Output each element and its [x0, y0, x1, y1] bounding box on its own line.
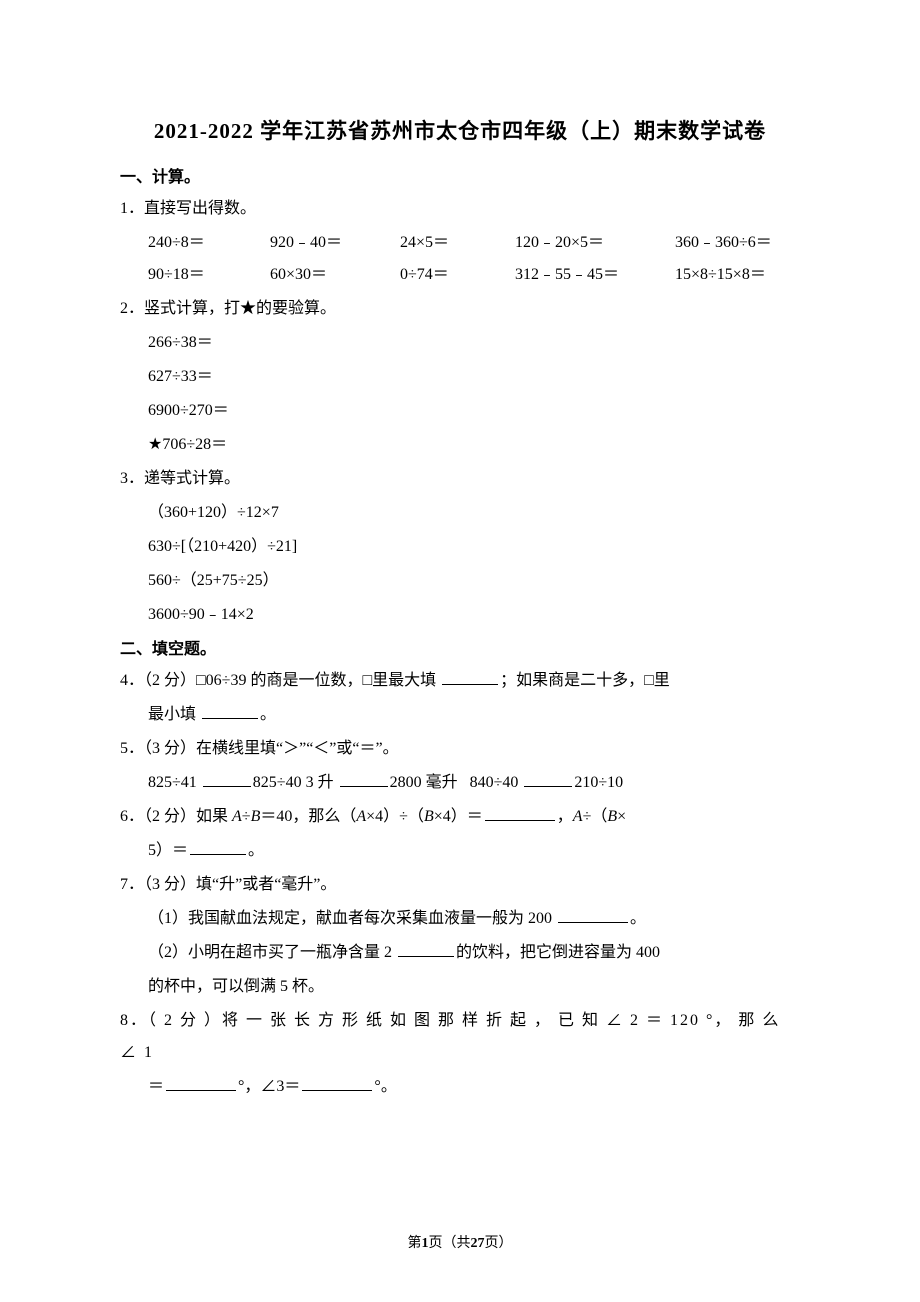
q4-blank2: [202, 704, 258, 719]
q5-p2a: 840÷40: [470, 774, 523, 791]
q1-r2-c2: 60×30＝: [270, 259, 400, 291]
page-title: 2021-2022 学年江苏省苏州市太仓市四年级（上）期末数学试卷: [120, 115, 800, 145]
q8-line2c: °。: [374, 1078, 396, 1095]
q8-blank1: [166, 1076, 236, 1091]
page-footer: 第1页（共27页）: [0, 1232, 920, 1252]
q6: 6．（2 分）如果 A÷B＝40，那么（A×4）÷（B×4）＝，A÷（B×: [120, 801, 800, 833]
q7-p1: （1）我国献血法规定，献血者每次采集血液量一般为 200 。: [120, 903, 800, 935]
q1-row1: 240÷8＝ 920﹣40＝ 24×5＝ 120﹣20×5＝ 360﹣360÷6…: [120, 227, 800, 259]
q6-B2: B: [424, 808, 434, 825]
q2-c: 6900÷270＝: [120, 395, 800, 427]
q6-times: ×: [617, 808, 626, 825]
q6-x4a: ×4）÷（: [366, 808, 424, 825]
q5-blank2: [340, 772, 388, 787]
q4-line2b: 。: [260, 706, 276, 723]
q4-pre: 4．（2 分）□06÷39 的商是一位数，□里最大填: [120, 672, 440, 689]
q1-r2-c5: 15×8÷15×8＝: [675, 259, 800, 291]
q4: 4．（2 分）□06÷39 的商是一位数，□里最大填 ；如果商是二十多，□里: [120, 665, 800, 697]
footer-b: 页（共: [429, 1236, 471, 1251]
footer-a: 第: [408, 1236, 422, 1251]
q3-stem: 3．递等式计算。: [120, 463, 800, 495]
q6-comma: ，: [557, 808, 573, 825]
q8-line2b: °，∠3＝: [238, 1078, 300, 1095]
q2-d: ★706÷28＝: [120, 429, 800, 461]
q5-stem: 5．（3 分）在横线里填“＞”“＜”或“＝”。: [120, 733, 800, 765]
exam-page: 2021-2022 学年江苏省苏州市太仓市四年级（上）期末数学试卷 一、计算。 …: [0, 0, 920, 1302]
q7-p1b: 。: [630, 910, 646, 927]
q8-line2a: ＝: [148, 1078, 164, 1095]
q3-d: 3600÷90﹣14×2: [120, 599, 800, 631]
q7-stem: 7．（3 分）填“升”或者“毫升”。: [120, 869, 800, 901]
q1-r1-c4: 120﹣20×5＝: [515, 227, 675, 259]
q6-x4b: ×4）＝: [434, 808, 483, 825]
q1-r2-c1: 90÷18＝: [148, 259, 270, 291]
q4-line2a: 最小填: [148, 706, 200, 723]
q6-eq40: ＝40，那么（: [260, 808, 356, 825]
q4-mid: ；如果商是二十多，□里: [500, 672, 670, 689]
q1-r1-c2: 920﹣40＝: [270, 227, 400, 259]
q6-line2: 5）＝ 。: [120, 835, 800, 867]
q1-r1-c1: 240÷8＝: [148, 227, 270, 259]
q6-B1: B: [251, 808, 261, 825]
q8-blank2: [302, 1076, 372, 1091]
q5-blank1: [203, 772, 251, 787]
q2-a: 266÷38＝: [120, 327, 800, 359]
q1-r1-c3: 24×5＝: [400, 227, 515, 259]
q4-blank1: [442, 670, 498, 685]
q6-line2b: 。: [248, 842, 264, 859]
q8-line2: ＝ °，∠3＝ °。: [120, 1071, 800, 1103]
q7-p1a: （1）我国献血法规定，献血者每次采集血液量一般为 200: [148, 910, 556, 927]
q7-p2b: 的饮料，把它倒进容量为 400: [456, 944, 660, 961]
q7-p2a: （2）小明在超市买了一瓶净含量 2: [148, 944, 396, 961]
q8: 8．（ 2 分 ）将 一 张 长 方 形 纸 如 图 那 样 折 起 ， 已 知…: [120, 1005, 800, 1069]
q6-blank1: [485, 806, 555, 821]
q6-line2a: 5）＝: [148, 842, 188, 859]
q1-row2: 90÷18＝ 60×30＝ 0÷74＝ 312﹣55﹣45＝ 15×8÷15×8…: [120, 259, 800, 291]
q6-adiv: ÷（: [583, 808, 608, 825]
q7-blank2: [398, 942, 454, 957]
q7-blank1: [558, 908, 628, 923]
q4-line2: 最小填 。: [120, 699, 800, 731]
q6-A3: A: [573, 808, 583, 825]
q6-A1: A: [232, 808, 242, 825]
q2-b: 627÷33＝: [120, 361, 800, 393]
q5-p1a: 825÷41: [148, 774, 201, 791]
q5-line: 825÷41 825÷40 3 升 2800 毫升 840÷40 210÷10: [120, 767, 800, 799]
q5-blank3: [524, 772, 572, 787]
q1-stem: 1．直接写出得数。: [120, 193, 800, 225]
q5-p1b: 825÷40 3 升: [253, 774, 338, 791]
q5-p2b: 210÷10: [574, 774, 623, 791]
q3-a: （360+120）÷12×7: [120, 497, 800, 529]
footer-c: 页）: [485, 1236, 513, 1251]
q7-p2: （2）小明在超市买了一瓶净含量 2 的饮料，把它倒进容量为 400: [120, 937, 800, 969]
q6-A2: A: [356, 808, 366, 825]
section-1-heading: 一、计算。: [120, 163, 800, 187]
q3-c: 560÷（25+75÷25）: [120, 565, 800, 597]
q1-r2-c4: 312﹣55﹣45＝: [515, 259, 675, 291]
q6-pre: 6．（2 分）如果: [120, 808, 232, 825]
q1-r1-c5: 360﹣360÷6＝: [675, 227, 800, 259]
q1-r2-c3: 0÷74＝: [400, 259, 515, 291]
footer-page: 1: [422, 1236, 429, 1251]
q6-blank2: [190, 840, 246, 855]
q6-div1: ÷: [242, 808, 251, 825]
section-2-heading: 二、填空题。: [120, 635, 800, 659]
q3-b: 630÷[（210+420）÷21]: [120, 531, 800, 563]
q5-p1c: 2800 毫升: [390, 774, 458, 791]
q6-B3: B: [607, 808, 617, 825]
q7-p3: 的杯中，可以倒满 5 杯。: [120, 971, 800, 1003]
footer-total: 27: [471, 1236, 485, 1251]
q2-stem: 2．竖式计算，打★的要验算。: [120, 293, 800, 325]
